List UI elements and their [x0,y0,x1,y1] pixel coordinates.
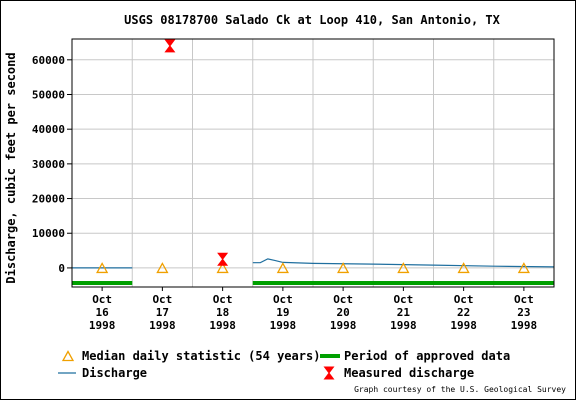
x-tick-label: Oct [152,293,172,306]
approved-period-bar [72,281,133,285]
discharge-series [72,258,555,269]
credit-text: Graph courtesy of the U.S. Geological Su… [354,385,566,394]
y-tick-label: 20000 [32,193,65,206]
x-tick-label: Oct [514,293,534,306]
median-marker [96,262,109,274]
legend-item: Period of approved data [320,349,510,363]
median-marker [156,262,169,274]
x-tick-label: 1998 [450,319,477,332]
x-tick-label: 1998 [149,319,176,332]
measured-discharge-marker [323,366,335,380]
y-axis-label: Discharge, cubic feet per second [4,52,18,283]
x-tick-label: 23 [517,306,530,319]
legend-item: Discharge [58,366,147,380]
x-tick-label: 18 [216,306,229,319]
y-tick-label: 0 [58,262,65,275]
x-tick-label: 20 [337,306,350,319]
legend-label: Period of approved data [344,349,510,363]
x-tick-label: 1998 [390,319,417,332]
x-tick-label: Oct [213,293,233,306]
median-marker [216,262,229,274]
legend-label: Discharge [82,366,147,380]
plot-area-border [71,38,555,288]
x-tick-label: 1998 [89,319,116,332]
legend-item: Median daily statistic (54 years) [61,349,320,363]
marker-series [96,39,530,274]
legend-label: Median daily statistic (54 years) [82,349,320,363]
gridlines [72,39,554,287]
measured-discharge-marker [217,252,229,266]
x-tick-label: 1998 [270,319,297,332]
median-marker [397,262,410,274]
measured-discharge-marker [164,39,176,53]
y-tick-label: 60000 [32,54,65,67]
x-tick-label: Oct [333,293,353,306]
y-tick-label: 40000 [32,123,65,136]
legend-swatch [320,354,340,358]
x-tick-label: 1998 [209,319,236,332]
legend: Median daily statistic (54 years) Period … [58,349,510,380]
x-tick-label: 17 [156,306,169,319]
x-tick-label: 21 [397,306,411,319]
x-tick-label: 1998 [330,319,357,332]
median-marker [337,262,350,274]
y-axis-ticks: 0 10000 20000 30000 40000 50000 60000 [32,54,72,275]
x-axis-ticks: Oct161998Oct171998Oct181998Oct191998Oct2… [89,287,537,332]
x-tick-label: Oct [273,293,293,306]
y-tick-label: 10000 [32,227,65,240]
median-marker [61,350,75,362]
median-marker [276,262,289,274]
discharge-line [252,258,555,268]
x-tick-label: Oct [454,293,474,306]
chart-title: USGS 08178700 Salado Ck at Loop 410, San… [124,13,500,27]
x-tick-label: Oct [393,293,413,306]
legend-item: Measured discharge [323,366,474,380]
y-tick-label: 50000 [32,88,65,101]
x-tick-label: 1998 [511,319,538,332]
x-tick-label: 19 [276,306,289,319]
median-marker [517,262,530,274]
approved-period-bar [252,281,554,285]
x-tick-label: 16 [96,306,110,319]
approved-period-bars [72,281,554,285]
legend-label: Measured discharge [344,366,474,380]
x-tick-label: 22 [457,306,470,319]
median-marker [457,262,470,274]
x-tick-label: Oct [92,293,112,306]
y-tick-label: 30000 [32,158,65,171]
